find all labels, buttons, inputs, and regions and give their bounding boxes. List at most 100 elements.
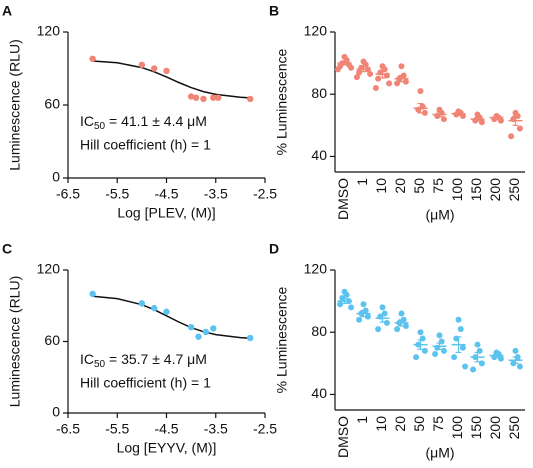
data-point xyxy=(451,354,458,361)
data-point xyxy=(187,324,195,331)
data-point xyxy=(210,325,217,332)
panel-label: B xyxy=(269,3,279,19)
x-tick-label: 75 xyxy=(430,178,446,194)
hill-annotation: Hill coefficient (h) = 1 xyxy=(80,137,211,153)
x-tick-label: 50 xyxy=(411,178,427,194)
ic50-value: = 41.1 ± 4.4 μM xyxy=(105,113,207,129)
y-tick-label: 120 xyxy=(304,23,328,39)
ic50-value: = 35.7 ± 4.7 μM xyxy=(105,351,207,367)
y-tick-label: 0 xyxy=(52,169,60,185)
data-point xyxy=(459,344,466,351)
data-point xyxy=(398,63,405,70)
y-tick-label: 60 xyxy=(44,96,60,112)
x-tick-label: 150 xyxy=(468,178,484,202)
data-point xyxy=(192,94,200,101)
ic50-subscript: 50 xyxy=(94,121,106,132)
data-point xyxy=(343,291,350,298)
data-point xyxy=(383,319,390,326)
x-tick-label: -4.5 xyxy=(154,421,178,437)
y-tick-label: 120 xyxy=(304,261,328,277)
data-point xyxy=(440,116,447,123)
data-point xyxy=(462,363,469,370)
data-point xyxy=(150,304,158,312)
y-tick-label: 120 xyxy=(37,261,61,277)
data-point xyxy=(200,95,207,103)
y-tick-label: 80 xyxy=(311,323,327,339)
data-point xyxy=(474,341,481,348)
data-point xyxy=(334,66,341,73)
data-point xyxy=(516,363,523,370)
panel-label: D xyxy=(269,241,279,257)
x-tick-label: DMSO xyxy=(335,416,351,458)
data-point xyxy=(163,308,170,315)
data-point xyxy=(187,93,195,100)
x-tick-label: 250 xyxy=(506,178,522,202)
data-point xyxy=(398,310,405,317)
data-point xyxy=(367,71,374,77)
x-tick-label: -2.5 xyxy=(253,186,277,202)
y-axis-title: Luminescence (RLU) xyxy=(7,39,23,171)
x-axis-title: (μM) xyxy=(425,207,454,223)
data-point xyxy=(364,313,371,320)
x-tick-label: 20 xyxy=(392,178,408,194)
data-point xyxy=(247,95,254,103)
x-tick-label: 100 xyxy=(449,416,465,440)
y-tick-label: 120 xyxy=(37,23,61,39)
ic50-subscript: 50 xyxy=(94,359,106,370)
data-point xyxy=(402,323,409,329)
data-point xyxy=(457,326,464,333)
x-tick-label: -6.5 xyxy=(56,186,80,202)
x-tick-label: 20 xyxy=(392,416,408,432)
panel-label: A xyxy=(2,3,12,19)
data-point xyxy=(402,78,409,85)
fit-curve xyxy=(92,295,251,339)
data-point xyxy=(339,295,346,301)
data-point xyxy=(337,301,344,308)
y-tick-label: 40 xyxy=(311,147,327,163)
x-tick-label: 50 xyxy=(411,416,427,432)
data-point xyxy=(202,328,210,336)
data-point xyxy=(195,333,202,340)
x-tick-label: -5.5 xyxy=(105,421,129,437)
ic50-prefix: IC xyxy=(80,351,94,367)
data-point xyxy=(247,334,254,342)
fit-curve xyxy=(92,60,251,99)
data-point xyxy=(432,351,439,357)
data-point xyxy=(508,133,515,140)
x-tick-label: 10 xyxy=(373,416,389,432)
data-point xyxy=(356,316,363,323)
data-point xyxy=(356,69,363,76)
data-point xyxy=(362,61,369,68)
data-point xyxy=(459,113,466,119)
hill-annotation: Hill coefficient (h) = 1 xyxy=(80,375,211,391)
x-tick-label: -4.5 xyxy=(154,186,178,202)
data-point xyxy=(381,66,388,73)
data-point xyxy=(417,88,424,95)
data-point xyxy=(163,67,170,75)
x-tick-label: -3.5 xyxy=(204,186,228,202)
data-point xyxy=(421,109,428,116)
x-tick-label: 1 xyxy=(354,178,370,186)
data-point xyxy=(413,354,420,361)
y-tick-label: 0 xyxy=(52,404,60,420)
data-point xyxy=(138,300,146,307)
data-point xyxy=(455,316,462,323)
x-tick-label: 150 xyxy=(468,416,484,440)
y-axis-title: Luminescence (RLU) xyxy=(7,276,23,408)
data-point xyxy=(386,80,393,87)
data-point xyxy=(436,332,443,339)
x-tick-label: 250 xyxy=(506,416,522,440)
data-point xyxy=(394,326,401,333)
data-point xyxy=(360,301,367,308)
data-point xyxy=(512,347,519,354)
x-tick-label: -3.5 xyxy=(204,421,228,437)
data-point xyxy=(381,310,388,317)
x-tick-label: 200 xyxy=(487,416,503,440)
x-tick-label: 1 xyxy=(354,416,370,424)
panel-label: C xyxy=(2,241,12,257)
data-point xyxy=(375,326,382,333)
y-axis-title: % Luminescence xyxy=(274,48,290,155)
x-tick-label: 75 xyxy=(430,416,446,432)
x-tick-label: DMSO xyxy=(335,178,351,220)
